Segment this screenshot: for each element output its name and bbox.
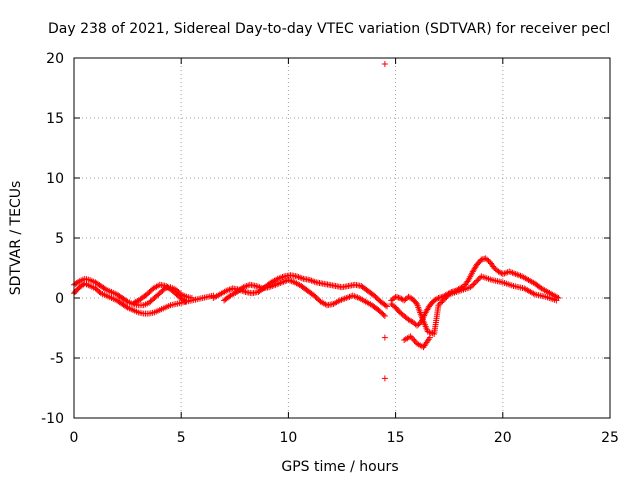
x-tick-label: 15	[387, 430, 405, 446]
data-point	[123, 297, 130, 304]
data-point	[485, 257, 492, 264]
data-point	[182, 298, 189, 305]
data-point	[434, 295, 441, 302]
x-tick-label: 20	[494, 430, 512, 446]
data-point	[380, 311, 387, 318]
data-point	[181, 297, 188, 304]
data-point	[96, 289, 103, 295]
data-point	[123, 303, 130, 310]
y-tick-label: 10	[46, 171, 64, 187]
data-point	[438, 299, 445, 306]
data-point	[435, 302, 442, 309]
x-tick-label: 5	[177, 430, 186, 446]
data-point	[554, 294, 561, 301]
grid	[74, 58, 610, 418]
data-point	[160, 286, 167, 293]
data-point	[381, 61, 388, 67]
data-points	[71, 61, 562, 382]
data-point	[381, 375, 388, 382]
y-tick-label: 0	[55, 291, 64, 307]
data-point	[75, 279, 82, 286]
y-tick-label: 15	[46, 111, 64, 127]
data-point	[436, 300, 443, 307]
data-point	[381, 313, 388, 319]
y-tick-label: 20	[46, 51, 64, 67]
data-point	[442, 295, 449, 302]
chart-title: Day 238 of 2021, Sidereal Day-to-day VTE…	[48, 21, 610, 37]
data-point	[467, 284, 474, 291]
y-axis-label: SDTVAR / TECUs	[8, 181, 24, 296]
y-tick-label: -10	[41, 411, 64, 427]
data-point	[474, 277, 481, 284]
data-point	[408, 334, 415, 341]
data-point	[553, 297, 560, 304]
data-point	[471, 280, 478, 287]
x-tick-label: 0	[70, 430, 79, 446]
data-point	[440, 296, 447, 303]
x-tick-label: 10	[279, 430, 297, 446]
data-point	[470, 281, 477, 288]
data-point	[426, 334, 433, 341]
data-point	[384, 303, 391, 310]
axis-ticks: 0 5 10 15 20 25 -10 -5 0 5 10 15 20	[41, 51, 619, 446]
data-point	[407, 333, 414, 340]
data-point	[443, 294, 450, 301]
data-point	[473, 278, 479, 285]
data-point	[439, 298, 446, 305]
data-point	[475, 276, 482, 283]
data-point	[444, 292, 451, 299]
data-point	[410, 336, 417, 343]
x-tick-label: 25	[601, 430, 619, 446]
x-axis-label: GPS time / hours	[281, 459, 398, 475]
data-point	[411, 337, 418, 344]
y-tick-label: 5	[55, 231, 64, 247]
data-point	[381, 334, 388, 341]
data-point	[382, 302, 389, 309]
data-point	[101, 285, 108, 292]
data-point	[468, 282, 475, 289]
data-point	[188, 295, 195, 301]
y-tick-label: -5	[50, 351, 64, 367]
